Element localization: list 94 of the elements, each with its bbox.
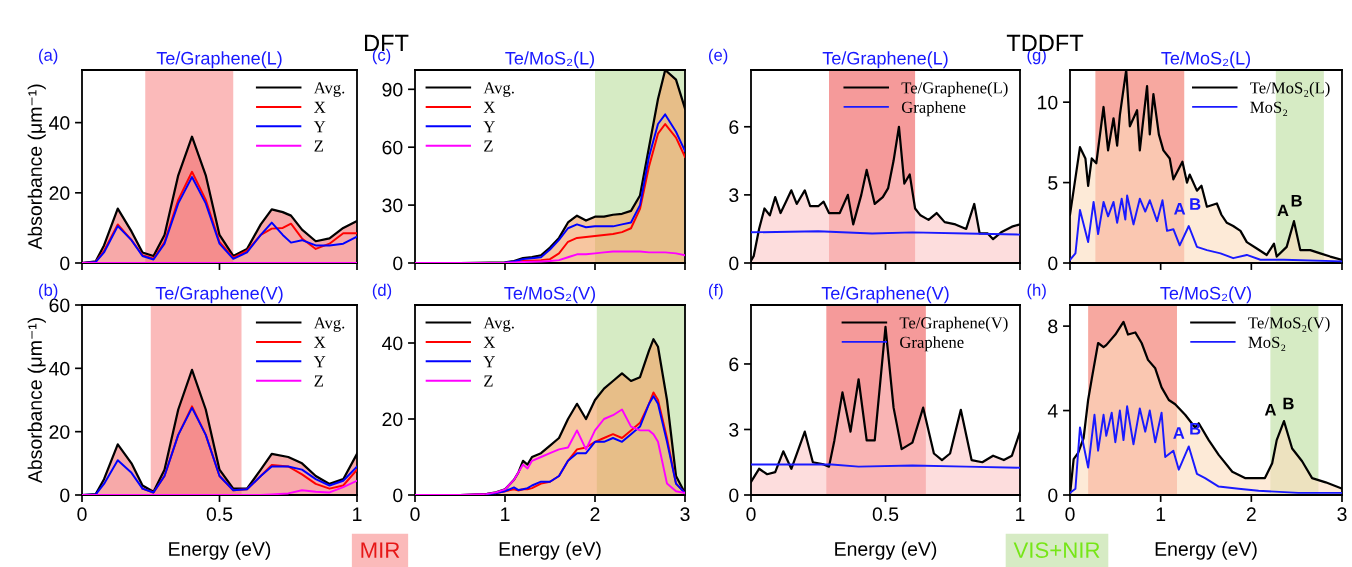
y-tick-label: 60 [49, 298, 70, 313]
y-tick-label: 0 [393, 488, 403, 503]
y-tick-label: 0 [60, 488, 70, 503]
legend-label: Y [483, 356, 495, 368]
legend-label: Z [484, 375, 493, 387]
x-axis-title: Energy (eV) [835, 541, 937, 560]
legend-label: Z [314, 140, 323, 152]
legend-label: Te/MoS₂(V) [1248, 316, 1330, 332]
chart-title: Te/Graphene(V) [821, 286, 949, 304]
y-tick-label: 3 [729, 422, 739, 437]
y-tick-label: 0 [1048, 256, 1058, 271]
annotation: A [1174, 203, 1186, 215]
annotation: A [1173, 427, 1185, 439]
text: (e) [708, 48, 728, 65]
chart-title: Te/MoS₂(L) [505, 51, 595, 69]
legend-label: MoS₂ [1248, 336, 1286, 352]
text: MIR [361, 542, 400, 558]
chart-title: Te/Graphene(L) [156, 51, 282, 69]
legend-label: MoS₂ [1250, 101, 1288, 117]
legend-label: Te/Graphene(L) [901, 81, 1008, 97]
x-tick-label: 2 [590, 507, 600, 521]
x-tick-label: 0 [746, 507, 756, 522]
y-tick-label: 40 [49, 116, 70, 130]
x-axis-title: Energy (eV) [499, 541, 601, 560]
x-tick-label: 2 [1246, 507, 1256, 521]
legend-label: X [483, 336, 496, 348]
y-tick-label: 0 [393, 256, 403, 271]
legend-label: X [314, 336, 326, 348]
x-tick-label: 3 [680, 507, 690, 522]
annotation: A [1277, 204, 1289, 217]
text: VIS+NIR [1013, 542, 1100, 558]
x-tick-label: 1 [1016, 507, 1025, 521]
x-tick-label: 1 [353, 507, 362, 521]
y-tick-label: 90 [382, 82, 403, 97]
y-tick-label: 3 [729, 188, 739, 203]
legend-label: Avg. [483, 317, 514, 332]
chart-title: Te/Graphene(L) [822, 51, 948, 69]
x-axis-title: Energy (eV) [1155, 541, 1257, 560]
x-tick-label: 0 [1065, 507, 1075, 522]
chart-title: Te/MoS₂(V) [504, 286, 596, 304]
y-tick-label: 20 [49, 425, 70, 439]
y-tick-label: 5 [1048, 176, 1058, 190]
x-tick-label: 0 [77, 507, 87, 522]
x-axis-title: Energy (eV) [169, 541, 271, 560]
x-tick-label: 0.5 [872, 507, 899, 522]
y-tick-label: 0 [729, 256, 739, 271]
legend-label: Z [484, 140, 493, 152]
legend-label: Y [313, 121, 326, 133]
y-tick-label: 30 [382, 198, 403, 213]
y-tick-label: 0 [60, 256, 70, 271]
text: (d) [372, 283, 392, 300]
text: (h) [1027, 283, 1046, 300]
y-tick-label: 0 [1048, 488, 1058, 503]
x-tick-label: 1 [501, 507, 510, 521]
y-tick-label: 6 [729, 357, 739, 372]
legend-label: Graphene [900, 336, 964, 352]
x-tick-label: 0.5 [206, 507, 233, 522]
legend-label: X [314, 101, 326, 113]
y-axis-title: Absorbance (μm⁻¹) [27, 84, 46, 250]
y-tick-label: 60 [382, 140, 403, 155]
chart-title: Te/MoS₂(V) [1160, 286, 1252, 304]
annotation: B [1291, 195, 1302, 207]
legend-label: X [483, 101, 496, 113]
x-tick-label: 3 [1337, 507, 1347, 522]
y-tick-label: 6 [729, 120, 739, 134]
y-tick-label: 0 [729, 488, 739, 503]
x-tick-label: 0 [410, 507, 420, 522]
y-tick-label: 10 [1038, 95, 1058, 110]
legend-label: Graphene [901, 101, 966, 117]
text: (b) [39, 283, 58, 300]
y-tick-label: 20 [49, 186, 70, 201]
y-tick-label: 40 [49, 361, 70, 376]
y-tick-label: 20 [382, 412, 403, 427]
legend-label: Z [314, 375, 323, 387]
text: (f) [708, 283, 723, 300]
chart-title: Te/Graphene(V) [155, 286, 283, 304]
legend-label: Te/Graphene(V) [899, 316, 1008, 332]
legend-label: Avg. [313, 82, 345, 97]
x-tick-label: 1 [1156, 507, 1166, 521]
annotation: B [1190, 198, 1201, 210]
y-axis-title: Absorbance (μm⁻¹) [27, 318, 46, 484]
text: (a) [39, 48, 58, 65]
legend-label: Te/MoS₂(L) [1250, 81, 1330, 97]
legend-label: Avg. [483, 82, 514, 97]
annotation: A [1264, 404, 1277, 416]
y-tick-label: 40 [382, 336, 403, 351]
legend-label: Y [313, 356, 326, 368]
annotation: B [1283, 397, 1294, 410]
y-tick-label: 8 [1048, 319, 1058, 334]
y-tick-label: 4 [1047, 404, 1058, 418]
chart-title: Te/MoS₂(L) [1161, 51, 1251, 69]
legend-label: Y [483, 121, 495, 133]
legend-label: Avg. [313, 317, 345, 332]
annotation: B [1190, 423, 1201, 435]
